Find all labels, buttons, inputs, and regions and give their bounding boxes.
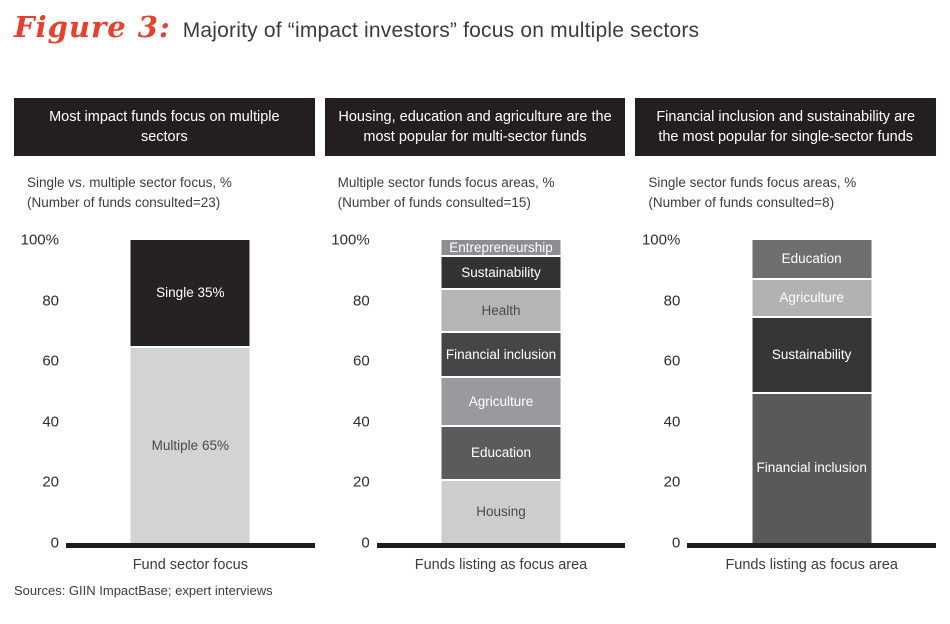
- x-axis-line: [66, 543, 315, 548]
- y-axis-labels: 100% 80 60 40 20 0: [14, 232, 66, 552]
- chart-panels-row: Most impact funds focus on multiple sect…: [14, 98, 937, 584]
- bar-segment-label: Entrepreneurship: [449, 239, 553, 255]
- plot-area: Education Agriculture Sustainability Financ…: [687, 240, 936, 543]
- y-tick-label: 20: [42, 473, 59, 491]
- bar-segment-sustainability: Sustainability: [752, 315, 872, 392]
- panel-fund-sector-focus: Most impact funds focus on multiple sect…: [14, 98, 315, 584]
- x-axis-line: [376, 543, 626, 548]
- x-axis-caption: Funds listing as focus area: [414, 557, 588, 573]
- plot-column: Single 35% Multiple 65% Fund sector focus: [66, 240, 315, 573]
- y-tick-label: 40: [663, 413, 681, 431]
- y-axis-labels: 100% 80 60 40 20 0: [635, 232, 687, 552]
- sources-note: Sources: GIIN ImpactBase; expert intervi…: [14, 583, 273, 598]
- bar-segment-label: Agriculture: [779, 290, 844, 306]
- figure-title-text: Majority of “impact investors” focus on …: [182, 19, 700, 42]
- panel-header: Housing, education and agriculture are t…: [324, 98, 626, 156]
- panel-header: Financial inclusion and sustainability a…: [635, 98, 937, 156]
- x-axis-line: [687, 543, 937, 548]
- subtitle-line-2: (Number of funds consulted=23): [27, 194, 221, 210]
- bar-segment-label: Education: [781, 251, 842, 267]
- plot-column: Education Agriculture Sustainability Financ…: [687, 240, 937, 573]
- panel-subtitle: Multiple sector funds focus areas, % (Nu…: [338, 173, 626, 212]
- stacked-bar-chart-single-vs-multiple: 100% 80 60 40 20 0 Single 35% Multiple 65% Fun…: [14, 232, 315, 573]
- subtitle-line-2: (Number of funds consulted=15): [337, 194, 531, 210]
- bar-segment-label: Education: [470, 445, 532, 461]
- stacked-bar-chart-multi-sector: 100% 80 60 40 20 0 Entrepreneurship Sustainabi…: [325, 232, 626, 573]
- figure-title: Figure 3: Majority of “impact investors”…: [14, 10, 699, 44]
- plot-area: Entrepreneurship Sustainability Health Fina…: [377, 240, 626, 543]
- y-tick-label: 60: [42, 352, 59, 370]
- y-tick-label: 40: [352, 413, 370, 431]
- bar-segment-label: Agriculture: [468, 393, 534, 409]
- y-tick-label: 100%: [20, 231, 59, 249]
- bar-segment-education: Education: [752, 240, 872, 278]
- bar-segment-label: Financial inclusion: [445, 346, 557, 362]
- bar-segment-health: Health: [441, 288, 561, 331]
- subtitle-line-2: (Number of funds consulted=8): [648, 194, 835, 210]
- panel-single-sector-focus-areas: Financial inclusion and sustainability a…: [635, 98, 937, 584]
- y-tick-label: 80: [663, 292, 681, 310]
- y-tick-label: 20: [352, 473, 370, 491]
- y-tick-label: 100%: [641, 231, 681, 249]
- bar-segment-multiple: Multiple 65%: [130, 346, 250, 543]
- panel-subtitle: Single sector funds focus areas, % (Numb…: [648, 173, 936, 212]
- y-tick-label: 0: [50, 534, 59, 552]
- panel-multi-sector-focus-areas: Housing, education and agriculture are t…: [324, 98, 626, 584]
- stacked-bar: Education Agriculture Sustainability Financ…: [752, 240, 872, 543]
- y-tick-label: 60: [663, 352, 681, 370]
- bar-segment-label: Sustainability: [771, 346, 852, 362]
- bar-segment-label: Health: [481, 302, 521, 318]
- bar-segment-label: Single 35%: [156, 285, 225, 301]
- panel-subtitle: Single vs. multiple sector focus, % (Num…: [27, 173, 315, 212]
- y-tick-label: 40: [42, 413, 59, 431]
- subtitle-line-1: Multiple sector funds focus areas, %: [337, 175, 555, 190]
- subtitle-line-1: Single vs. multiple sector focus, %: [27, 175, 232, 190]
- stacked-bar: Entrepreneurship Sustainability Health Fina…: [441, 239, 561, 543]
- bar-segment-entrepreneurship: Entrepreneurship: [441, 239, 561, 256]
- bar-segment-agriculture: Agriculture: [441, 376, 561, 425]
- bar-segment-housing: Housing: [441, 479, 561, 543]
- bar-segment-label: Sustainability: [461, 265, 541, 281]
- bar-segment-agriculture: Agriculture: [752, 277, 872, 316]
- y-tick-label: 0: [361, 534, 370, 552]
- y-tick-label: 0: [672, 534, 681, 552]
- bar-segment-education: Education: [441, 424, 561, 480]
- bar-segment-label: Multiple 65%: [151, 437, 229, 453]
- bar-segment-label: Housing: [476, 504, 526, 520]
- y-tick-label: 80: [42, 292, 59, 310]
- bar-segment-label: Financial inclusion: [756, 460, 867, 476]
- y-tick-label: 100%: [331, 231, 370, 249]
- stacked-bar: Single 35% Multiple 65%: [130, 240, 250, 543]
- x-axis-caption: Funds listing as focus area: [725, 557, 898, 573]
- subtitle-line-1: Single sector funds focus areas, %: [648, 175, 857, 190]
- stacked-bar-chart-single-sector: 100% 80 60 40 20 0 Education Agriculture Sustai…: [635, 232, 937, 573]
- panel-header: Most impact funds focus on multiple sect…: [14, 98, 315, 156]
- plot-column: Entrepreneurship Sustainability Health Fina…: [376, 240, 626, 573]
- y-tick-label: 20: [663, 473, 681, 491]
- bar-segment-financial-inclusion: Financial inclusion: [752, 391, 872, 543]
- bar-segment-single: Single 35%: [130, 240, 250, 347]
- y-tick-label: 80: [352, 292, 370, 310]
- x-axis-caption: Fund sector focus: [132, 557, 248, 573]
- y-tick-label: 60: [352, 352, 370, 370]
- figure-number-label: Figure 3:: [14, 10, 171, 44]
- y-axis-labels: 100% 80 60 40 20 0: [325, 232, 377, 552]
- bar-segment-financial-inclusion: Financial inclusion: [441, 330, 561, 377]
- bar-segment-sustainability: Sustainability: [441, 255, 561, 289]
- plot-area: Single 35% Multiple 65%: [66, 240, 315, 543]
